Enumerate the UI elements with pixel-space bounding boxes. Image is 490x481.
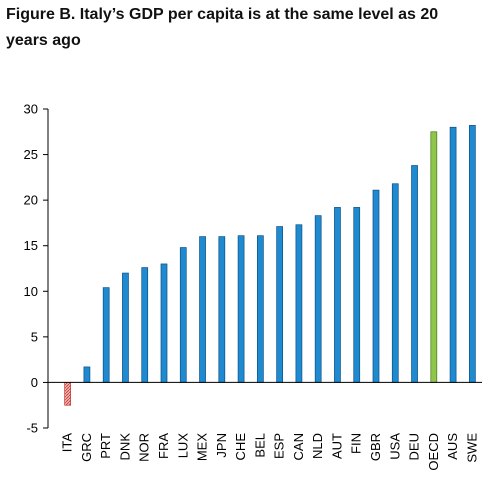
x-tick-label: AUT xyxy=(329,433,344,459)
bar-lux xyxy=(179,247,187,383)
x-tick-label: LUX xyxy=(175,433,190,459)
y-tick-label: 5 xyxy=(31,329,38,344)
y-tick-label: 20 xyxy=(24,193,38,208)
chart-title: Figure B. Italy’s GDP per capita is at t… xyxy=(6,6,439,49)
bar-grc xyxy=(83,366,91,383)
bar-aus xyxy=(449,126,457,383)
x-axis: ITA GRC PRT DNK NOR FRA LUX MEX JPN CHE BEL ESP CAN N… xyxy=(48,381,482,471)
x-tick-label: JPN xyxy=(214,433,229,458)
x-tick-label: NLD xyxy=(310,433,325,459)
x-tick-label: BEL xyxy=(252,433,267,458)
bar-can xyxy=(295,224,303,383)
bar-nor xyxy=(141,267,149,383)
bar-jpn xyxy=(218,236,226,383)
x-tick-label: AUS xyxy=(445,433,460,460)
x-tick-label: SWE xyxy=(464,433,479,463)
x-tick-label: CHE xyxy=(233,433,248,461)
x-tick-label: USA xyxy=(387,433,402,460)
bar-dnk xyxy=(122,272,129,383)
bar-esp xyxy=(276,226,283,383)
bar-gbr xyxy=(372,189,380,383)
y-tick-label: 10 xyxy=(24,284,38,299)
x-tick-label: GBR xyxy=(368,433,383,461)
x-tick-label: OECD xyxy=(426,433,441,471)
bars xyxy=(64,125,476,406)
y-tick-label: -5 xyxy=(26,421,38,436)
x-tick-label: FRA xyxy=(156,433,171,459)
x-tick-label: PRT xyxy=(98,433,113,459)
x-tick-label: ESP xyxy=(272,433,287,459)
bar-swe xyxy=(469,125,476,383)
bar-fin xyxy=(353,207,361,383)
bar-prt xyxy=(102,287,110,383)
bar-fra xyxy=(160,263,168,383)
bar-che xyxy=(237,235,245,383)
bar-nld xyxy=(314,215,322,383)
bar-bel xyxy=(257,235,264,383)
x-tick-label: MEX xyxy=(195,433,210,462)
bar-oecd xyxy=(430,131,438,383)
x-tick-label: DNK xyxy=(117,433,132,461)
bar-mex xyxy=(199,236,206,383)
bar-usa xyxy=(391,183,399,383)
x-tick-label: CAN xyxy=(291,433,306,460)
y-tick-label: 25 xyxy=(24,147,38,162)
x-tick-label: GRC xyxy=(79,433,94,462)
bar-ita xyxy=(64,382,71,406)
x-tick-label: NOR xyxy=(137,433,152,462)
x-tick-label: ITA xyxy=(60,433,75,453)
bar-aut xyxy=(334,207,341,383)
y-tick-label: 30 xyxy=(24,102,38,117)
y-axis: -5 0 5 10 15 20 25 30 xyxy=(24,102,49,436)
y-tick-label: 15 xyxy=(24,238,38,253)
x-tick-label: FIN xyxy=(349,433,364,454)
bar-deu xyxy=(411,165,418,383)
y-tick-label: 0 xyxy=(31,375,38,390)
x-tick-label: DEU xyxy=(407,433,422,460)
